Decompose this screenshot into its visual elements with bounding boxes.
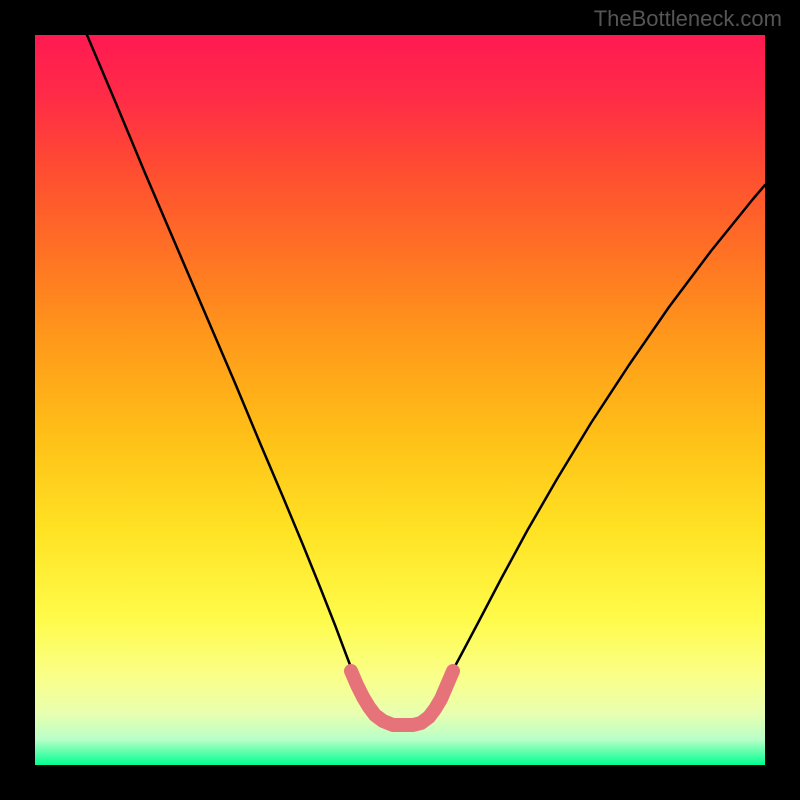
chart-plot-area: [35, 35, 765, 765]
chart-curves-layer: [35, 35, 765, 765]
pink-trough-segment: [351, 671, 453, 725]
watermark-text: TheBottleneck.com: [594, 6, 782, 32]
curve-left: [87, 35, 365, 703]
curve-right: [435, 185, 765, 703]
